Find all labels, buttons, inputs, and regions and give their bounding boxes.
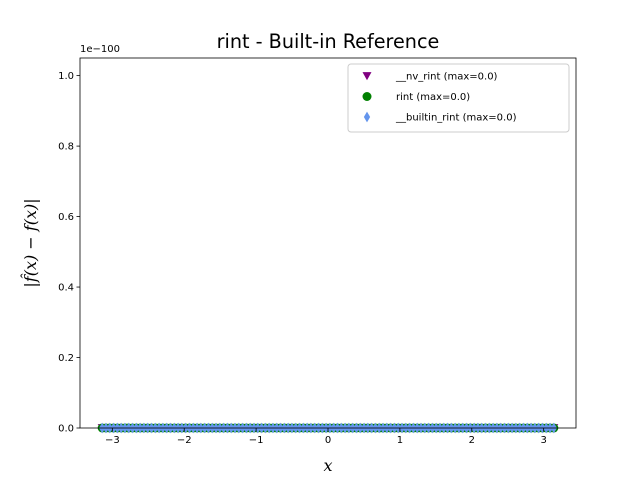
legend-marker: [362, 72, 372, 81]
y-tick-label: 0.8: [58, 142, 74, 153]
y-offset-label: 1e−100: [80, 44, 120, 55]
x-tick-label: −2: [177, 435, 192, 446]
legend-marker: [362, 92, 372, 101]
y-axis-label: |f̂(x) − f(x)|: [21, 198, 40, 287]
legend-label: rint (max=0.0): [396, 92, 470, 103]
y-tick-label: 0.2: [58, 353, 74, 364]
legend-frame: [347, 63, 570, 133]
x-tick-label: 2: [469, 435, 475, 446]
y-tick-label: 0.0: [58, 424, 74, 435]
legend-label: __nv_rint (max=0.0): [395, 72, 498, 83]
y-tick-label: 0.4: [58, 283, 74, 294]
x-axis-label: x: [323, 456, 332, 475]
y-axis: 0.0 0.2 0.4 0.6 0.8 1.0: [58, 71, 80, 435]
x-tick-label: 3: [540, 435, 546, 446]
x-tick-label: 0: [325, 435, 331, 446]
legend: __nv_rint (max=0.0) rint (max=0.0) __built…: [347, 63, 570, 133]
legend-label: __builtin_rint (max=0.0): [395, 113, 517, 124]
y-tick-label: 0.6: [58, 212, 74, 223]
x-tick-label: −1: [249, 435, 264, 446]
x-tick-label: −3: [105, 435, 120, 446]
legend-marker: [363, 111, 371, 123]
y-tick-label: 1.0: [58, 71, 74, 82]
x-axis: −3 −2 −1 0 1 2 3: [105, 428, 547, 446]
chart-title: rint - Built-in Reference: [217, 30, 440, 53]
x-tick-label: 1: [397, 435, 403, 446]
